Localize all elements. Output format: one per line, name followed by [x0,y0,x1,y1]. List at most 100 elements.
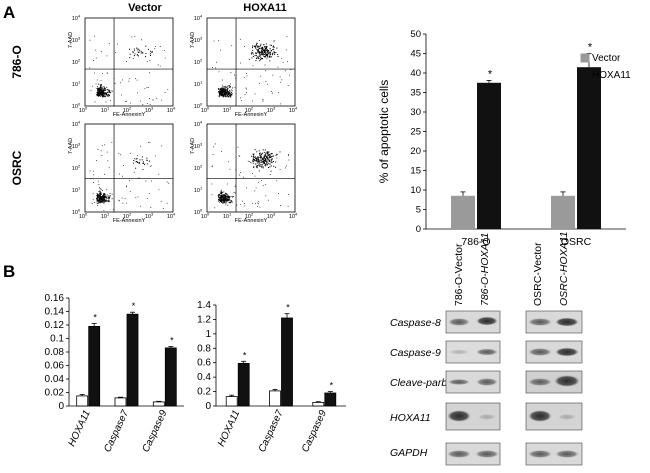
flow-event-dot [221,94,223,96]
y-tick-label: 35 [410,88,421,99]
flow-event-dot [263,50,265,52]
flow-event-dot [99,90,100,92]
flow-event-dot [220,200,222,202]
flow-event-dot [221,191,223,193]
flow-event-dot [261,161,263,163]
flow-event-dot [108,167,110,169]
flow-event-dot [98,198,100,200]
flow-event-dot [145,180,147,182]
significance-star: * [588,42,593,54]
flow-event-dot [223,191,225,193]
flow-event-dot [267,51,269,53]
flow-tick-exponent: 0 [78,102,81,107]
flow-event-dot [226,90,228,92]
flow-event-dot [266,156,268,158]
flow-event-dot [218,91,220,93]
flow-event-dot [100,88,102,90]
flow-event-dot [219,95,221,96]
flow-event-dot [269,51,271,53]
flow-event-dot [260,45,262,47]
flow-event-dot [264,50,266,52]
flow-event-dot [102,196,104,198]
flow-event-dot [155,155,156,157]
flow-event-dot [222,194,224,196]
flow-event-dot [266,158,268,160]
flow-event-dot [107,200,109,202]
flow-event-dot [225,198,227,200]
flow-event-dot [94,35,95,37]
flow-tick-exponent: 1 [78,80,81,85]
flow-event-dot [280,81,282,83]
flow-event-dot [94,72,95,74]
flow-event-dot [224,93,226,95]
blot-lane-label: 786-O-Vector [453,243,465,306]
flow-tick-exponent: 3 [200,36,203,41]
flow-event-dot [266,58,268,60]
flow-event-dot [107,93,109,95]
flow-event-dot [98,93,100,94]
flow-event-dot [135,167,137,169]
flow-event-dot [265,53,267,55]
flow-event-dot [264,45,266,47]
flow-x-tick-label: 103 [267,212,276,221]
flow-event-dot [97,198,99,200]
flow-event-dot [221,199,223,200]
flow-event-dot [247,160,249,162]
flow-event-dot [134,158,135,160]
flow-event-dot [103,95,104,97]
flow-event-dot [226,86,227,88]
flow-event-dot [253,160,255,162]
flow-event-dot [228,93,230,95]
flow-event-dot [119,173,120,175]
flow-event-dot [126,202,127,204]
flow-event-dot [226,90,227,92]
y-tick-label: 1 [205,329,211,340]
flow-event-dot [263,162,264,164]
flow-event-dot [224,200,226,202]
flow-event-dot [102,198,103,200]
flow-x-tick-label: 100 [79,212,88,221]
flow-event-dot [136,158,138,160]
flow-tick-exponent: 4 [200,120,203,125]
flow-event-dot [271,91,272,92]
category-label: 786-O [461,236,490,248]
flow-event-dot [104,193,106,195]
flow-event-dot [100,91,102,93]
flow-event-dot [279,169,281,170]
flow-event-dot [261,180,262,181]
flow-event-dot [254,157,256,159]
flow-event-dot [98,193,99,195]
flow-event-dot [226,183,228,185]
flow-event-dot [136,54,138,56]
flow-event-dot [101,200,103,202]
flow-event-dot [262,58,263,59]
flow-event-dot [224,90,226,92]
flow-x-axis-label: FE-AnnexinY [235,112,268,118]
flow-event-dot [218,194,220,195]
blot-row-label-caspase-8: Caspase-8 [390,317,441,329]
flow-event-dot [226,93,228,95]
flow-event-dot [225,92,227,94]
blot-strip [525,310,583,334]
flow-event-dot [103,86,105,88]
flow-event-dot [122,202,124,204]
flow-event-dot [255,52,257,54]
flow-event-dot [256,166,258,168]
flow-event-dot [226,92,228,94]
blot-band [555,347,579,357]
flow-event-dot [290,69,292,71]
y-tick-label: 0.4 [197,372,211,383]
flow-event-dot [260,164,262,165]
flow-x-tick-label: 101 [101,212,110,221]
flow-event-dot [271,156,272,158]
flow-event-dot [118,199,120,201]
flow-event-dot [259,154,260,156]
flow-event-dot [101,196,102,198]
flow-event-dot [256,57,258,59]
flow-event-dot [270,52,271,54]
flow-event-dot [104,92,106,94]
flow-event-dot [219,89,221,91]
blot-row-label-gapdh: GAPDH [390,447,428,459]
flow-event-dot [146,160,148,161]
flow-tick-exponent: 2 [200,58,203,63]
